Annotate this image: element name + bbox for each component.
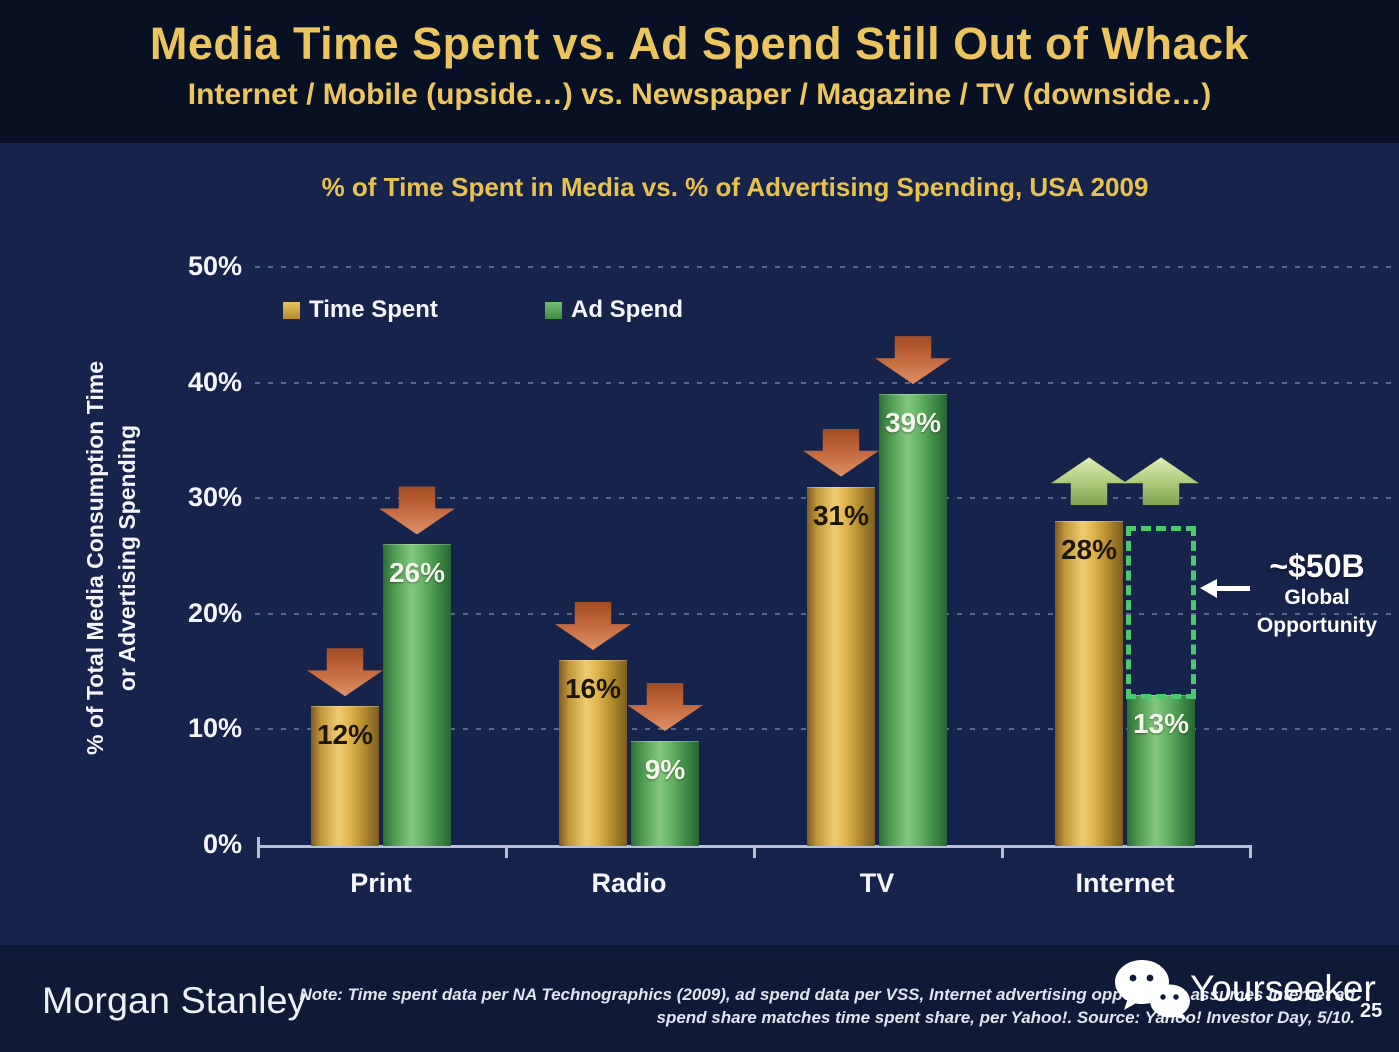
morgan-stanley-logo: Morgan Stanley: [42, 980, 307, 1021]
legend-item-ad-spend: Ad Spend: [545, 296, 683, 324]
wechat-icon: [1115, 960, 1190, 1020]
x-axis-tick: [1001, 845, 1004, 858]
bar-value-label: 26%: [388, 557, 446, 589]
opportunity-label-line2: Opportunity: [1256, 614, 1378, 637]
bar-value-label: 39%: [884, 407, 942, 439]
bar-value-label: 9%: [644, 753, 686, 785]
x-category-label-print: Print: [350, 868, 412, 898]
bar-value-label: 31%: [812, 499, 870, 531]
bar-print-time-spent: 12%: [311, 706, 379, 846]
legend-item-time-spent: Time Spent: [283, 296, 438, 324]
y-tick-10%: 10%: [187, 713, 242, 744]
y-tick-0%: 0%: [202, 829, 242, 859]
gridline-50%: [255, 266, 1396, 268]
trend-down-arrow-icon: [803, 428, 879, 477]
x-category-label-internet: Internet: [1075, 868, 1175, 898]
bar-tv-time-spent: 31%: [807, 486, 875, 846]
x-category-label-radio: Radio: [591, 868, 667, 898]
trend-down-arrow-icon: [379, 486, 455, 535]
annotation-arrow-shaft: [1216, 586, 1250, 591]
bar-tv-ad-spend: 39%: [879, 394, 947, 846]
opportunity-label-line1: Global: [1284, 586, 1350, 609]
trend-down-arrow-icon: [307, 648, 383, 697]
trend-down-arrow-icon: [555, 602, 631, 651]
y-tick-20%: 20%: [187, 597, 242, 628]
bar-radio-ad-spend: 9%: [631, 740, 699, 846]
y-tick-30%: 30%: [187, 482, 242, 513]
legend-label-ad-spend: Ad Spend: [571, 296, 683, 323]
bar-value-label: 16%: [564, 673, 622, 705]
x-axis-tick: [1249, 845, 1252, 858]
x-category-label-tv: TV: [859, 868, 895, 898]
slide-title: Media Time Spent vs. Ad Spend Still Out …: [149, 18, 1250, 69]
bar-value-label: 28%: [1060, 534, 1118, 566]
left-arrow-icon: [1200, 579, 1217, 598]
bar-radio-time-spent: 16%: [559, 660, 627, 846]
trend-down-arrow-icon: [627, 682, 703, 731]
chart-title: % of Time Spent in Media vs. % of Advert…: [321, 172, 1149, 202]
bar-value-label: 12%: [316, 719, 374, 751]
page-number: 25: [1360, 1000, 1383, 1022]
opportunity-annotation: ~$50B Global Opportunity: [1238, 548, 1396, 640]
watermark-text: Yourseeker: [1190, 968, 1376, 1009]
opportunity-value: ~$50B: [1269, 548, 1365, 584]
header-band: [0, 0, 1399, 143]
x-axis-tick: [505, 845, 508, 858]
trend-down-arrow-icon: [875, 336, 951, 385]
y-tick-50%: 50%: [187, 251, 242, 281]
bar-internet-time-spent: 28%: [1055, 521, 1123, 846]
x-axis-tick: [257, 837, 260, 858]
legend-label-time-spent: Time Spent: [309, 296, 438, 323]
gridline-40%: [255, 381, 1396, 384]
y-axis-title: % of Total Media Consumption Time or Adv…: [79, 278, 147, 838]
ad-spend-swatch-icon: [545, 301, 562, 319]
time-spent-swatch-icon: [283, 301, 300, 319]
y-axis-title-line1: % of Total Media Consumption Time: [82, 361, 108, 755]
slide-subtitle: Internet / Mobile (upside…) vs. Newspape…: [187, 78, 1212, 111]
bar-value-label: 13%: [1132, 707, 1190, 739]
bar-print-ad-spend: 26%: [383, 544, 451, 846]
y-axis-title-line2: or Advertising Spending: [114, 424, 140, 692]
x-axis-tick: [753, 845, 756, 858]
watermark: Yourseeker: [1112, 958, 1376, 1020]
source-note-line1: Note: Time spent data per NA Technograph…: [299, 985, 1356, 1004]
y-tick-40%: 40%: [187, 366, 242, 397]
opportunity-gap-box: [1126, 526, 1196, 699]
bar-internet-ad-spend: 13%: [1127, 694, 1195, 846]
